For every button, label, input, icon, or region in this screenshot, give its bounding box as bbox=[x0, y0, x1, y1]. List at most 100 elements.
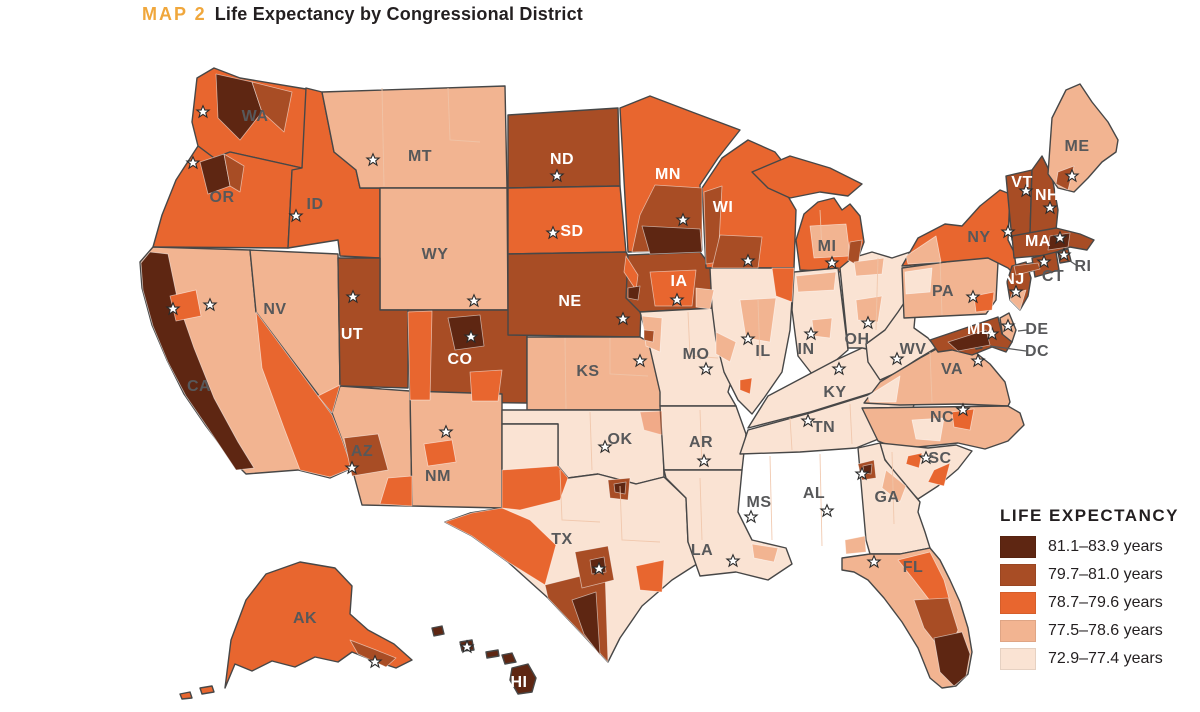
legend-swatch-3 bbox=[1000, 620, 1036, 642]
district-patch bbox=[641, 225, 703, 255]
state-hi-molokai[interactable] bbox=[485, 649, 500, 659]
state-wv[interactable] bbox=[865, 299, 937, 381]
state-me[interactable] bbox=[1047, 83, 1119, 193]
legend-item: 77.5–78.6 years bbox=[1000, 620, 1196, 642]
state-ak[interactable] bbox=[224, 561, 413, 689]
state-label-wy: WY bbox=[422, 246, 449, 263]
district-patch bbox=[695, 287, 715, 310]
state-va[interactable] bbox=[863, 341, 1011, 407]
state-label-mi: MI bbox=[818, 238, 837, 255]
map-number-tag: MAP 2 bbox=[142, 4, 207, 24]
legend-label-4: 72.9–77.4 years bbox=[1048, 650, 1163, 667]
district-patch bbox=[379, 475, 413, 507]
state-label-id: ID bbox=[307, 196, 324, 213]
state-label-tx: TX bbox=[551, 531, 572, 548]
state-label-nv: NV bbox=[263, 301, 286, 318]
district-patch bbox=[973, 291, 995, 313]
state-label-va: VA bbox=[941, 361, 963, 378]
state-nd[interactable] bbox=[507, 107, 621, 189]
district-patch bbox=[904, 267, 933, 295]
district-patch bbox=[855, 295, 883, 323]
district-patch bbox=[649, 269, 697, 307]
state-label-al: AL bbox=[803, 485, 825, 502]
legend-swatch-4 bbox=[1000, 648, 1036, 670]
district-patch bbox=[1055, 165, 1075, 191]
district-patches-layer bbox=[140, 73, 1075, 687]
state-label-sd: SD bbox=[560, 223, 583, 240]
state-label-wi: WI bbox=[713, 199, 734, 216]
state-ga[interactable] bbox=[857, 442, 931, 555]
district-patch bbox=[1013, 262, 1041, 276]
state-sd[interactable] bbox=[507, 185, 627, 255]
district-patch bbox=[469, 369, 503, 402]
state-mt[interactable] bbox=[321, 85, 508, 189]
state-label-hi: HI bbox=[511, 674, 528, 691]
state-mi-upper[interactable] bbox=[751, 155, 863, 199]
district-patch bbox=[349, 639, 397, 668]
state-nm[interactable] bbox=[409, 390, 503, 509]
district-patch bbox=[739, 377, 753, 395]
state-hi-big-island[interactable] bbox=[509, 663, 537, 695]
legend-item: 72.9–77.4 years bbox=[1000, 648, 1196, 670]
district-patch bbox=[795, 271, 837, 293]
district-patch bbox=[811, 317, 833, 339]
state-label-ak: AK bbox=[293, 610, 317, 627]
state-label-ks: KS bbox=[576, 363, 599, 380]
district-patch bbox=[853, 257, 885, 277]
capital-star-icon-al bbox=[820, 504, 834, 517]
district-patch bbox=[927, 462, 951, 487]
page-title: MAP 2 Life Expectancy by Congressional Di… bbox=[142, 4, 583, 25]
state-label-ct: CT bbox=[1042, 268, 1064, 285]
district-patch bbox=[711, 234, 763, 269]
district-patch bbox=[905, 235, 942, 265]
state-label-ne: NE bbox=[558, 293, 581, 310]
state-label-ma: MA bbox=[1025, 233, 1051, 250]
district-patch bbox=[643, 329, 655, 343]
state-label-wa: WA bbox=[242, 108, 269, 125]
district-patch bbox=[423, 439, 457, 467]
state-hi-maui[interactable] bbox=[501, 652, 517, 665]
state-label-mo: MO bbox=[683, 346, 710, 363]
district-lines bbox=[381, 87, 943, 547]
state-label-fl: FL bbox=[903, 559, 924, 576]
legend-label-2: 78.7–79.6 years bbox=[1048, 594, 1163, 611]
state-label-nd: ND bbox=[550, 151, 574, 168]
labels-layer: WA OR CA NV ID MT WY UT CO AZ NM ND SD NE KS OK TX MN IA MO… bbox=[166, 105, 1092, 691]
district-patch bbox=[635, 559, 665, 593]
legend-swatch-2 bbox=[1000, 592, 1036, 614]
district-patch bbox=[933, 631, 971, 687]
district-patch bbox=[771, 267, 795, 303]
district-patch bbox=[255, 311, 353, 478]
legend-label-3: 77.5–78.6 years bbox=[1048, 622, 1163, 639]
district-patch bbox=[715, 331, 737, 363]
state-label-ga: GA bbox=[875, 489, 900, 506]
legend-item: 81.1–83.9 years bbox=[1000, 536, 1196, 558]
district-patch bbox=[407, 310, 433, 401]
state-label-az: AZ bbox=[351, 443, 373, 460]
capital-star-icon-ms bbox=[744, 510, 758, 523]
state-label-ky: KY bbox=[823, 384, 846, 401]
district-patch bbox=[844, 535, 867, 555]
district-patch bbox=[251, 81, 293, 133]
state-label-nc: NC bbox=[930, 409, 954, 426]
state-hi-kauai[interactable] bbox=[431, 625, 445, 637]
district-patch bbox=[897, 551, 951, 607]
district-patch bbox=[739, 297, 777, 343]
state-label-ny: NY bbox=[967, 229, 990, 246]
callout-line-dc bbox=[989, 345, 1027, 352]
state-label-ri: RI bbox=[1075, 258, 1092, 275]
state-label-ca: CA bbox=[187, 378, 211, 395]
state-label-or: OR bbox=[210, 189, 235, 206]
district-patch bbox=[639, 410, 663, 436]
state-ak-island[interactable] bbox=[199, 685, 215, 695]
state-ak-island[interactable] bbox=[179, 691, 193, 700]
callout-line-de bbox=[1017, 329, 1028, 332]
state-label-ar: AR bbox=[689, 434, 713, 451]
legend-label-0: 81.1–83.9 years bbox=[1048, 538, 1163, 555]
district-patch bbox=[911, 417, 945, 442]
state-label-co: CO bbox=[448, 351, 473, 368]
state-label-ia: IA bbox=[671, 273, 688, 290]
state-label-nh: NH bbox=[1035, 187, 1059, 204]
state-label-la: LA bbox=[691, 542, 713, 559]
state-label-md: MD bbox=[967, 321, 993, 338]
